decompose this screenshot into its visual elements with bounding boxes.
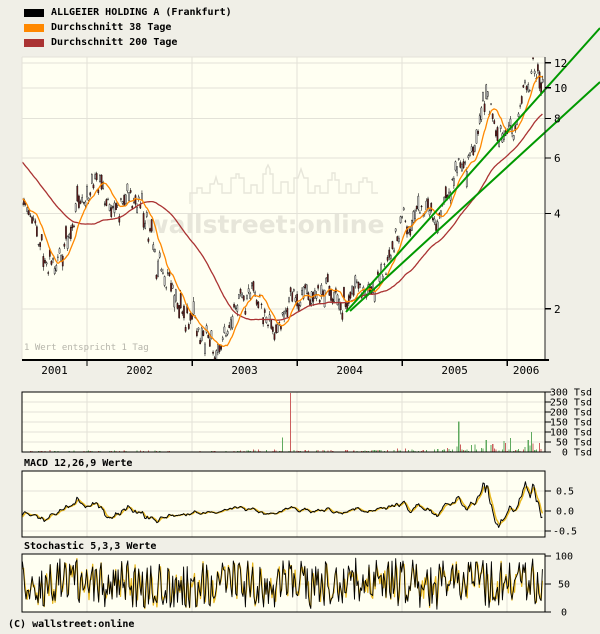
price-axis-label: 12 <box>554 57 567 70</box>
legend-item-ma200: Durchschnitt 200 Tage <box>24 35 232 50</box>
watermark-text: wallstreet:online <box>146 210 385 239</box>
price-axis-label: 6 <box>554 152 561 165</box>
macd-series <box>22 481 544 528</box>
macd-axis-label: -0.5 <box>553 527 577 538</box>
price-axis-label: 10 <box>554 82 567 95</box>
macd-panel-title: MACD 12,26,9 Werte <box>24 458 133 469</box>
macd-axis-label: 0.5 <box>556 487 574 498</box>
stochastic-panel-title: Stochastic 5,3,3 Werte <box>24 541 157 552</box>
legend-label-ma200: Durchschnitt 200 Tage <box>51 37 178 48</box>
stochastic-axis-label: 50 <box>558 580 570 591</box>
legend-swatch-price <box>24 8 44 17</box>
ma-200-line <box>22 113 543 321</box>
volume-axis-label: 300 Tsd <box>550 388 592 399</box>
stochastic-axis-label: 0 <box>561 608 567 619</box>
legend-swatch-ma38 <box>24 23 44 32</box>
x-axis-year-label: 2002 <box>126 364 153 377</box>
volume-axis-label: 250 Tsd <box>550 398 592 409</box>
scale-note: 1 Wert entspricht 1 Tag <box>24 343 149 353</box>
price-axis-label: 2 <box>554 303 561 316</box>
legend-swatch-ma200 <box>24 38 44 47</box>
axes <box>21 56 551 613</box>
volume-axis-label: 50 Tsd <box>556 438 592 449</box>
copyright-footer: (C) wallstreet:online <box>8 619 135 630</box>
ma-38-line <box>22 75 543 348</box>
legend-label-ma38: Durchschnitt 38 Tage <box>51 22 172 33</box>
macd-panel-border <box>21 470 546 538</box>
x-axis-year-label: 2003 <box>231 364 258 377</box>
macd-panel-bg <box>22 471 545 537</box>
trendline-2 <box>349 81 600 312</box>
x-axis-year-label: 2006 <box>513 364 540 377</box>
x-axis-year-label: 2005 <box>441 364 468 377</box>
volume-axis-label: 100 Tsd <box>550 428 592 439</box>
volume-axis-label: 0 Tsd <box>562 448 592 459</box>
moving-average-lines <box>22 75 543 348</box>
price-axis-label: 4 <box>554 208 561 221</box>
gridlines <box>22 57 545 612</box>
legend-label-price: ALLGEIER HOLDING A (Frankfurt) <box>51 7 232 18</box>
legend-item-ma38: Durchschnitt 38 Tage <box>24 20 232 35</box>
trendline-1 <box>345 27 600 313</box>
macd-line <box>22 481 543 528</box>
macd-axis-label: 0.0 <box>556 507 574 518</box>
watermark-skyline <box>189 163 378 204</box>
stochastic-line <box>22 557 543 610</box>
legend: ALLGEIER HOLDING A (Frankfurt) Durchschn… <box>24 5 232 50</box>
volume-axis-label: 200 Tsd <box>550 408 592 419</box>
x-axis-year-label: 2004 <box>336 364 363 377</box>
stochastic-panel-border <box>21 553 546 613</box>
legend-item-price: ALLGEIER HOLDING A (Frankfurt) <box>24 5 232 20</box>
volume-axis-label: 150 Tsd <box>550 418 592 429</box>
stochastic-series <box>22 557 544 610</box>
trendlines <box>345 27 600 313</box>
stochastic-axis-label: 100 <box>555 552 573 563</box>
x-axis-year-label: 2001 <box>41 364 68 377</box>
price-axis-label: 8 <box>554 112 561 125</box>
